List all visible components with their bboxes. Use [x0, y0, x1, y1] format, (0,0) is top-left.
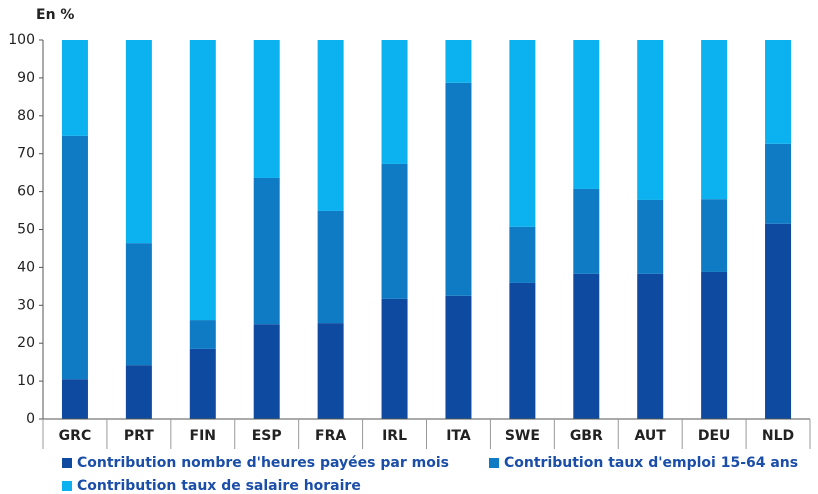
x-tick-label: FIN [190, 428, 217, 444]
y-tick-label: 60 [17, 184, 35, 200]
bar-segment [125, 40, 152, 244]
y-tick-label: 0 [26, 411, 35, 427]
bar-segment [317, 323, 344, 419]
bar-segment [61, 135, 88, 380]
bar-segment [573, 188, 600, 274]
legend-marker [62, 481, 72, 491]
bar-segment [573, 40, 600, 189]
y-tick-label: 80 [17, 108, 35, 124]
y-tick-label: 100 [8, 32, 35, 48]
bar-segment [637, 40, 664, 200]
x-tick-label: ITA [446, 428, 471, 444]
x-tick-label: PRT [124, 428, 154, 444]
bar-segment [253, 40, 280, 178]
legend-label: Contribution nombre d'heures payées par … [77, 455, 449, 471]
bar-segment [125, 365, 152, 419]
y-tick-label: 50 [17, 222, 35, 238]
bar-segment [765, 40, 792, 144]
bar-segment [573, 273, 600, 419]
x-tick-label: IRL [382, 428, 407, 444]
x-tick-label: SWE [505, 428, 540, 444]
legend-marker [489, 458, 499, 468]
bar-segment [445, 295, 472, 419]
y-tick-label: 10 [17, 373, 35, 389]
y-tick-label: 30 [17, 297, 35, 313]
bar-segment [189, 40, 216, 321]
bar-segment [509, 282, 536, 419]
y-tick-label: 20 [17, 335, 35, 351]
bar-segment [61, 379, 88, 419]
y-tick-label: 40 [17, 259, 35, 275]
bar-segment [317, 40, 344, 211]
x-tick-label: GBR [570, 428, 603, 444]
x-tick-label: FRA [315, 428, 346, 444]
bar-segment [61, 40, 88, 136]
bar-segment [381, 298, 408, 419]
bar-segment [509, 226, 536, 283]
bar-segment [765, 223, 792, 419]
chart-title: En % [36, 7, 74, 23]
bar-segment [189, 320, 216, 349]
x-tick-label: NLD [762, 428, 794, 444]
bar-segment [765, 143, 792, 224]
y-tick-label: 90 [17, 70, 35, 86]
bar-segment [381, 40, 408, 164]
bar-segment [509, 40, 536, 227]
bar-segment [317, 210, 344, 324]
x-tick-label: GRC [59, 428, 92, 444]
bar-segment [701, 199, 728, 272]
legend-marker [62, 458, 72, 468]
bar-segment [701, 271, 728, 419]
bar-segment [701, 40, 728, 200]
bar-segment [189, 348, 216, 419]
bar-segment [637, 273, 664, 419]
legend-label: Contribution taux d'emploi 15-64 ans [504, 455, 798, 471]
bar-segment [637, 199, 664, 274]
y-tick-label: 70 [17, 146, 35, 162]
bar-segment [253, 177, 280, 325]
bar-segment [445, 82, 472, 296]
legend-label: Contribution taux de salaire horaire [77, 478, 361, 494]
bar-segment [445, 40, 472, 83]
x-tick-label: ESP [252, 428, 282, 444]
bar-segment [253, 324, 280, 419]
x-tick-label: AUT [635, 428, 667, 444]
bar-segment [125, 243, 152, 366]
x-tick-label: DEU [698, 428, 731, 444]
bar-segment [381, 163, 408, 299]
